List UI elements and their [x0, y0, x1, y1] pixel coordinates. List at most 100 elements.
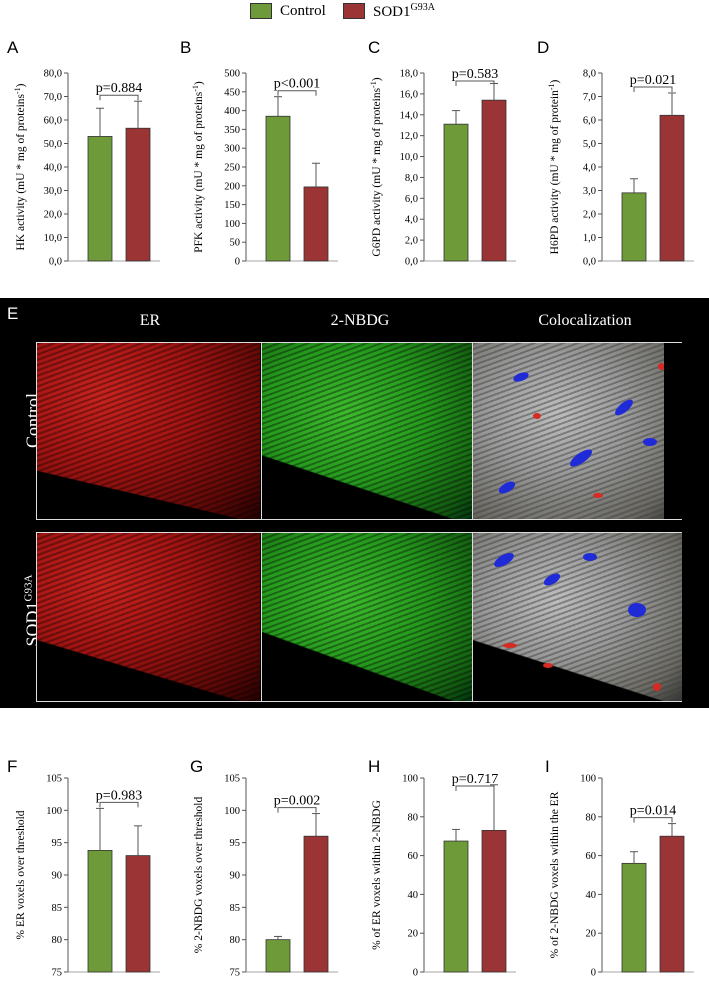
y-tick-label: 85 [52, 903, 63, 914]
y-tick-label: 50 [230, 238, 241, 249]
y-tick-label: 200 [224, 181, 240, 192]
y-tick-label: 90 [230, 871, 241, 882]
y-tick-label: 105 [46, 774, 62, 785]
significance-bracket [277, 807, 317, 813]
y-tick-label: 450 [224, 87, 240, 98]
p-value-label: p=0.717 [452, 772, 498, 787]
y-tick-label: 100 [224, 219, 240, 230]
legend-label-control: Control [280, 2, 326, 19]
y-tick-label: 500 [224, 69, 240, 80]
y-tick-label: 0 [413, 968, 418, 979]
significance-bracket [277, 90, 317, 96]
p-value-label: p=0.014 [630, 804, 676, 819]
y-tick-label: 2,0 [583, 210, 596, 221]
y-tick-label: 20,0 [44, 210, 62, 221]
y-tick-label: 85 [230, 903, 241, 914]
y-tick-label: 350 [224, 125, 240, 136]
chart-a: 0,0 10,0 20,0 30,0 40,0 50,0 60,0 70,0 80,0 HK ac… [13, 69, 160, 268]
bar-sod1 [659, 835, 685, 973]
y-tick-label: 4,0 [583, 163, 596, 174]
p-value-label: p=0.983 [96, 788, 142, 803]
significance-bracket [455, 80, 495, 86]
y-tick-label: 3,0 [583, 186, 596, 197]
y-tick-label: 10,0 [44, 233, 62, 244]
y-tick-label: 75 [230, 968, 241, 979]
y-axis-label: G6PD activity (mU * mg of proteins-1) [369, 77, 384, 256]
chart-g: 75 80 85 90 95 100 105 % 2-NBDG voxels over thr… [193, 774, 338, 979]
y-tick-label: 400 [224, 106, 240, 117]
panel-letter-a: A [7, 38, 19, 57]
legend-swatch-sod1 [343, 3, 365, 19]
p-value-label: p=0.583 [452, 67, 498, 82]
y-tick-label: 1,0 [583, 233, 596, 244]
y-axis-label: % of 2-NBDG voxels within the ER [549, 791, 561, 958]
y-axis-label: % ER voxels over threshold [15, 810, 27, 939]
p-value-label: p=0.002 [274, 794, 320, 809]
panel-letter-i: I [545, 757, 550, 776]
image-control-2nbdg [261, 343, 472, 519]
panel-letter-c: C [368, 38, 381, 57]
y-tick-label: 4,0 [405, 215, 418, 226]
y-tick-label: 0,0 [49, 257, 62, 268]
y-axis-label: HK activity (mU * mg of proteins-1) [13, 83, 28, 250]
y-tick-label: 80 [408, 812, 419, 823]
legend-item-sod1: SOD1G93A [343, 2, 435, 20]
bar-sod1 [125, 855, 151, 973]
chart-c: 0,0 2,0 4,0 6,0 8,0 10,0 12,0 14,0 16,0 18,0 G6PD … [369, 67, 516, 268]
p-value-label: p<0.001 [274, 77, 320, 92]
image-sod1-er [37, 533, 260, 701]
y-axis-label: PFK activity (mU * mg of proteins-1) [191, 81, 206, 253]
y-tick-label: 105 [224, 774, 240, 785]
bar-sod1 [303, 186, 329, 262]
significance-bracket [455, 785, 495, 791]
y-tick-label: 300 [224, 144, 240, 155]
y-tick-label: 100 [46, 806, 62, 817]
column-header-2nbdg: 2-NBDG [330, 312, 390, 329]
y-tick-label: 7,0 [583, 92, 596, 103]
chart-f: 75 80 85 90 95 100 105 % ER voxels over thresho… [15, 774, 160, 979]
y-tick-label: 40,0 [44, 163, 62, 174]
y-tick-label: 18,0 [400, 69, 418, 80]
y-tick-label: 90 [52, 871, 63, 882]
y-tick-label: 250 [224, 163, 240, 174]
y-tick-label: 60 [408, 851, 419, 862]
y-tick-label: 70,0 [44, 92, 62, 103]
panel-letter-h: H [368, 757, 381, 776]
y-tick-label: 80 [586, 812, 597, 823]
chart-d: 0,0 1,0 2,0 3,0 4,0 5,0 6,0 7,0 8,0 H6PD activity… [547, 69, 694, 268]
p-value-label: p=0.021 [630, 73, 676, 88]
y-tick-label: 60 [586, 851, 597, 862]
y-tick-label: 150 [224, 200, 240, 211]
y-tick-label: 14,0 [400, 110, 418, 121]
y-tick-label: 40 [408, 890, 419, 901]
y-tick-label: 20 [586, 929, 597, 940]
chart-i: 0 20 40 60 80 100 % of 2-NBDG voxels within th… [549, 774, 694, 979]
image-row-control [36, 342, 682, 520]
image-sod1-2nbdg [261, 533, 472, 701]
bar-sod1 [481, 99, 507, 262]
y-tick-label: 10,0 [400, 152, 418, 163]
bar-control [443, 840, 469, 973]
legend-swatch-control [250, 3, 272, 19]
y-tick-label: 100 [224, 806, 240, 817]
y-tick-label: 0 [235, 257, 240, 268]
bar-control [265, 115, 291, 262]
y-tick-label: 8,0 [583, 69, 596, 80]
significance-bracket [633, 86, 673, 92]
y-axis-label: % of ER voxels within 2-NBDG [371, 800, 383, 950]
bar-control [87, 850, 113, 973]
y-tick-label: 0,0 [583, 257, 596, 268]
column-header-colocalization: Colocalization [538, 312, 632, 329]
bar-sod1 [303, 835, 329, 973]
significance-bracket [633, 817, 673, 823]
y-tick-label: 50,0 [44, 139, 62, 150]
y-axis-label: H6PD activity (mU * mg of protein-1) [547, 79, 562, 254]
microscopy-panel: E ER 2-NBDG Colocalization Control SOD1G… [0, 298, 709, 708]
chart-h: 0 20 40 60 80 100 % of ER voxels within 2-NBDG… [371, 772, 516, 979]
y-tick-label: 60,0 [44, 116, 62, 127]
image-row-sod1 [36, 532, 682, 702]
bar-control [265, 939, 291, 973]
bar-control [87, 136, 113, 262]
y-tick-label: 95 [230, 838, 241, 849]
bar-control [621, 192, 647, 262]
